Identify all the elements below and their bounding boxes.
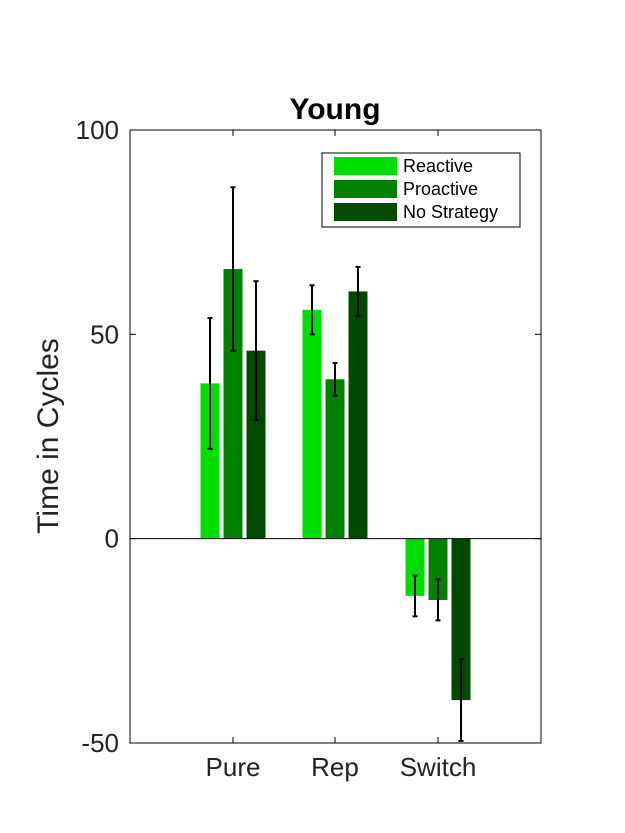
- bars-layer: [200, 186, 471, 742]
- bar-no-strategy-switch: [451, 538, 471, 701]
- legend: Reactive Proactive No Strategy: [321, 152, 521, 228]
- bar-no-strategy-rep: [348, 291, 368, 539]
- legend-swatch: [334, 180, 397, 198]
- y-tick-label: 100: [76, 115, 119, 145]
- bar-proactive-pure: [223, 268, 243, 539]
- bar-proactive-switch: [428, 538, 448, 600]
- y-tick-label: -50: [81, 728, 119, 758]
- x-tick-label: Switch: [400, 752, 477, 782]
- legend-label: Reactive: [403, 156, 473, 176]
- y-tick-label: 0: [105, 524, 119, 554]
- x-tick-label: Rep: [311, 752, 359, 782]
- y-tick-label: 50: [90, 319, 119, 349]
- y-axis-label: Time in Cycles: [32, 338, 65, 534]
- x-tick-label: Pure: [206, 752, 261, 782]
- legend-swatch: [334, 203, 397, 221]
- bar-no-strategy-pure: [246, 350, 266, 539]
- bar-reactive-switch: [405, 538, 425, 596]
- bar-reactive-rep: [302, 309, 322, 539]
- legend-label: Proactive: [403, 179, 478, 199]
- legend-label: No Strategy: [403, 202, 498, 222]
- bar-proactive-rep: [325, 379, 345, 539]
- legend-swatch: [334, 157, 397, 175]
- chart-title: Young: [289, 93, 380, 126]
- axes: -50 0 50 100 Pure Rep Switch: [76, 115, 542, 782]
- bar-reactive-pure: [200, 383, 220, 539]
